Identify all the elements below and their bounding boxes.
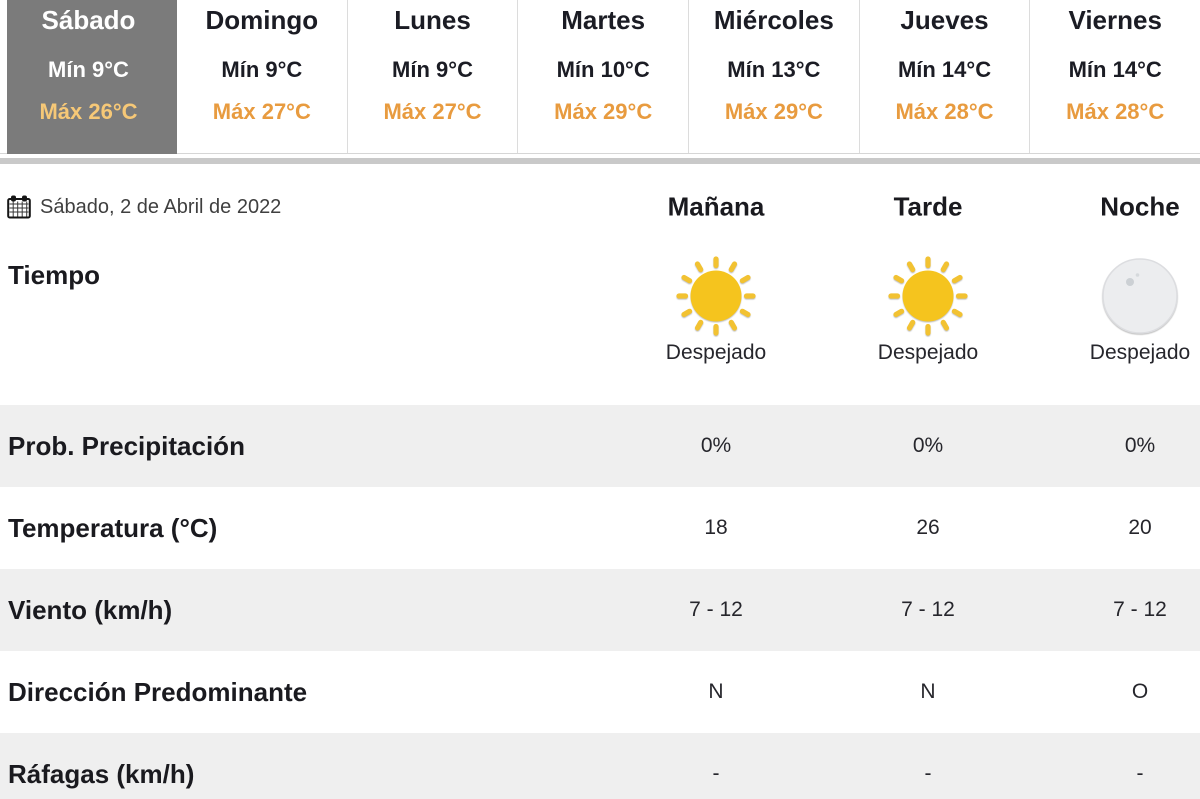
day-tab-martes[interactable]: Martes Mín 10°C Máx 29°C xyxy=(517,0,688,153)
cell-value: - xyxy=(712,762,720,785)
condition-cell-tarde: Despejado xyxy=(822,256,1034,365)
sun-icon xyxy=(888,256,968,336)
day-name: Viernes xyxy=(1068,5,1162,35)
cell-value: 7 - 12 xyxy=(901,598,955,621)
day-name: Domingo xyxy=(205,5,319,35)
day-min-temp: Mín 13°C xyxy=(727,57,821,82)
day-min-temp: Mín 9°C xyxy=(392,57,473,82)
cell-value: O xyxy=(1131,680,1149,703)
condition-label: Despejado xyxy=(1089,341,1191,364)
column-header-manana: Mañana xyxy=(667,191,765,222)
day-tab-sabado[interactable]: Sábado Mín 9°C Máx 26°C xyxy=(0,0,177,154)
day-min-temp: Mín 9°C xyxy=(48,57,129,82)
row-rafagas: Ráfagas (km/h) - - - xyxy=(0,733,1200,799)
calendar-icon xyxy=(7,195,31,219)
row-label: Viento (km/h) xyxy=(8,594,173,625)
row-label: Temperatura (°C) xyxy=(8,512,218,543)
row-label: Tiempo xyxy=(8,260,100,290)
day-name: Lunes xyxy=(394,5,471,35)
day-min-temp: Mín 9°C xyxy=(221,57,303,82)
condition-cell-noche: Despejado xyxy=(1034,256,1200,365)
day-name: Martes xyxy=(561,5,646,35)
cell-value: 7 - 12 xyxy=(1113,598,1167,621)
cell-value: 7 - 12 xyxy=(689,598,743,621)
cell-value: N xyxy=(920,680,936,703)
moon-icon xyxy=(1102,258,1178,334)
condition-cell-manana: Despejado xyxy=(610,256,822,365)
day-max-temp: Máx 28°C xyxy=(895,99,994,124)
day-max-temp: Máx 29°C xyxy=(724,99,823,124)
row-viento: Viento (km/h) 7 - 12 7 - 12 7 - 12 xyxy=(0,569,1200,651)
day-tab-jueves[interactable]: Jueves Mín 14°C Máx 28°C xyxy=(858,0,1030,153)
tab-body-gap xyxy=(0,154,1200,158)
day-name: Jueves xyxy=(900,5,989,35)
cell-value: 0% xyxy=(912,434,944,457)
row-prob-precipitacion: Prob. Precipitación 0% 0% 0% xyxy=(0,405,1200,487)
row-label: Dirección Predominante xyxy=(8,676,308,707)
row-tiempo: Tiempo Despejad xyxy=(0,250,1200,405)
column-header-tarde: Tarde xyxy=(893,191,963,222)
cell-value: 18 xyxy=(704,516,728,539)
selected-date: Sábado, 2 de Abril de 2022 xyxy=(0,195,281,219)
row-label: Ráfagas (km/h) xyxy=(8,758,195,789)
cell-value: N xyxy=(708,680,724,703)
day-tab-miercoles[interactable]: Miércoles Mín 13°C Máx 29°C xyxy=(688,0,859,153)
day-tab-viernes[interactable]: Viernes Mín 14°C Máx 28°C xyxy=(1029,0,1200,153)
day-max-temp: Máx 28°C xyxy=(1066,99,1165,124)
day-min-temp: Mín 14°C xyxy=(897,57,992,82)
day-max-temp: Máx 27°C xyxy=(212,99,311,124)
day-tab-domingo[interactable]: Domingo Mín 9°C Máx 27°C xyxy=(177,0,347,153)
cell-value: 20 xyxy=(1128,516,1152,539)
column-header-noche: Noche xyxy=(1100,191,1180,222)
day-max-temp: Máx 27°C xyxy=(383,99,482,124)
date-label: Sábado, 2 de Abril de 2022 xyxy=(40,195,282,218)
condition-label: Despejado xyxy=(665,341,767,364)
row-label: Prob. Precipitación xyxy=(8,430,245,461)
day-name: Miércoles xyxy=(713,5,834,35)
day-name: Sábado xyxy=(41,5,136,35)
day-tab-lunes[interactable]: Lunes Mín 9°C Máx 27°C xyxy=(346,0,518,153)
detail-header-row: Sábado, 2 de Abril de 2022 Mañana Tarde … xyxy=(0,164,1200,250)
condition-label: Despejado xyxy=(877,341,979,364)
cell-value: 0% xyxy=(700,434,732,457)
cell-value: - xyxy=(1136,762,1144,785)
divider-band xyxy=(0,158,1200,164)
cell-value: 26 xyxy=(916,516,940,539)
day-max-temp: Máx 29°C xyxy=(554,99,653,124)
cell-value: - xyxy=(924,762,932,785)
row-temperatura: Temperatura (°C) 18 26 20 xyxy=(0,487,1200,569)
day-max-temp: Máx 26°C xyxy=(39,99,138,124)
sun-icon xyxy=(676,256,756,336)
row-direccion-predominante: Dirección Predominante N N O xyxy=(0,651,1200,733)
day-min-temp: Mín 10°C xyxy=(556,57,650,82)
day-tabs: Sábado Mín 9°C Máx 26°C Domingo Mín 9°C … xyxy=(0,0,1200,154)
cell-value: 0% xyxy=(1124,434,1156,457)
day-min-temp: Mín 14°C xyxy=(1068,57,1162,82)
